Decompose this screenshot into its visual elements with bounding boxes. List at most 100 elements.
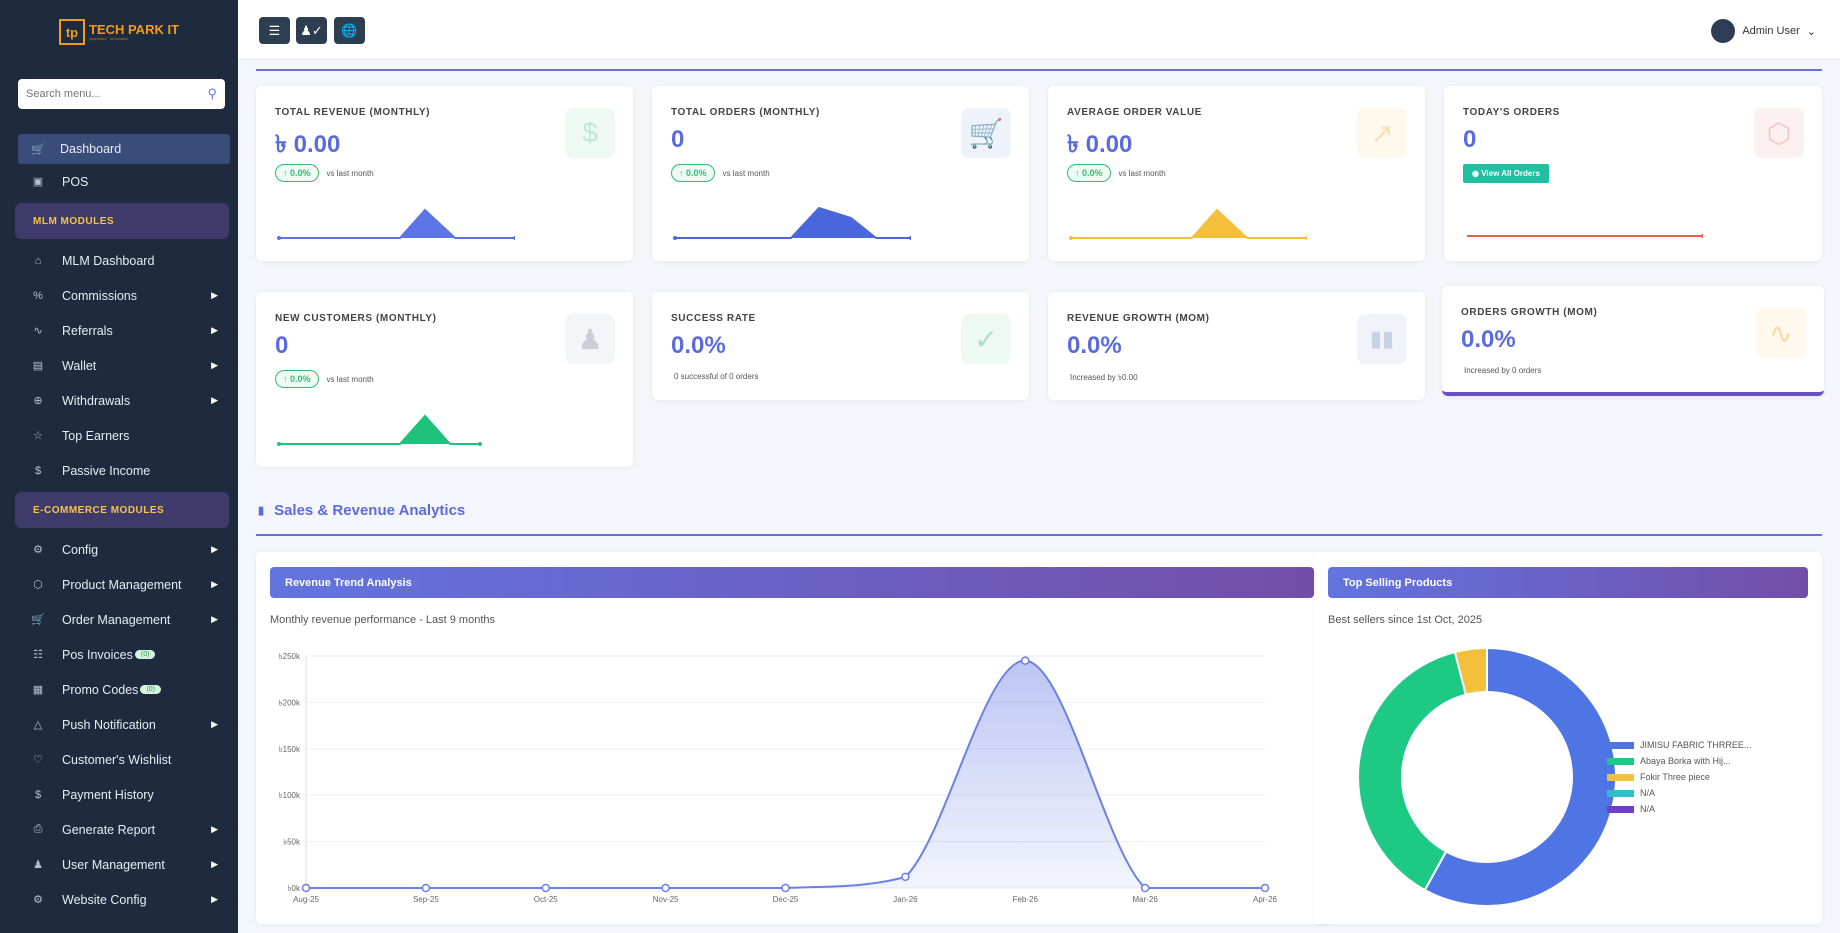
stat-value: ৳ 0.00 [275, 131, 341, 158]
sidebar-item-payment-history[interactable]: $ Payment History [0, 777, 238, 812]
stat-value: 0 [671, 126, 685, 153]
sidebar-item-withdrawals[interactable]: ⊕ Withdrawals ▶ [0, 383, 238, 418]
sparkline-point [1305, 236, 1307, 240]
sidebar-item-label: Dashboard [60, 142, 122, 156]
sidebar-item-label: Generate Report [62, 822, 156, 837]
sidebar-item-label: Commissions [62, 288, 138, 303]
search-icon[interactable]: ⚲ [207, 86, 217, 101]
y-tick-label: ৳50k [283, 838, 301, 847]
caret-right-icon: ▶ [211, 824, 218, 834]
brand[interactable]: tp TECH PARK IT Ingenious · Innovative [0, 0, 238, 64]
count-badge: (0) [134, 650, 156, 659]
delta-text: vs last month [1118, 168, 1166, 178]
stat-subtext: Increased by 0 orders [1464, 366, 1542, 375]
caret-right-icon: ▶ [211, 579, 218, 589]
sidebar-item-label: Payment History [62, 787, 154, 802]
sidebar-item-label: MLM Dashboard [62, 253, 155, 268]
delta-text: vs last month [326, 168, 374, 178]
user-check-button[interactable]: ♟✓ [296, 17, 327, 44]
sidebar-item-promo-codes[interactable]: ▦ Promo Codes (0) [0, 672, 238, 707]
x-tick-label: Feb-26 [1013, 895, 1039, 904]
section-title: ▮ Sales & Revenue Analytics [258, 502, 465, 519]
sidebar-item-mlm-dashboard[interactable]: ⌂ MLM Dashboard [0, 243, 238, 278]
sidebar-item-passive-income[interactable]: $ Passive Income [0, 453, 238, 488]
sidebar-item-order-management[interactable]: 🛒 Order Management ▶ [0, 602, 238, 637]
sidebar-item-pos-invoices[interactable]: ☷ Pos Invoices (0) [0, 637, 238, 672]
legend-label: JIMISU FABRIC THRREE... [1640, 740, 1752, 750]
sidebar-item-generate-report[interactable]: ⎙ Generate Report ▶ [0, 812, 238, 847]
sidebar-item-label: POS [62, 174, 89, 189]
stat-subtext: Increased by ৳0.00 [1070, 373, 1138, 382]
x-tick-label: Mar-26 [1132, 895, 1158, 904]
sparkline-point [478, 442, 482, 446]
revenue-area [306, 660, 1265, 888]
sparkline [277, 208, 515, 240]
activity-icon: ∿ [33, 325, 43, 337]
menu-toggle-button[interactable]: ☰ [259, 17, 290, 44]
delta-text: vs last month [722, 168, 770, 178]
sidebar-item-wallet[interactable]: ▤ Wallet ▶ [0, 348, 238, 383]
caret-right-icon: ▶ [211, 614, 218, 624]
sidebar-item-label: Website Config [62, 892, 147, 907]
sidebar-item-product-management[interactable]: ⬡ Product Management ▶ [0, 567, 238, 602]
sparkline-line [1071, 208, 1307, 239]
stat-value: 0.0% [1461, 326, 1516, 353]
pos-icon: ▣ [32, 176, 44, 188]
sidebar-item-label: Push Notification [62, 717, 156, 732]
search-box: ⚲ [18, 79, 225, 109]
sparkline-area [279, 416, 450, 444]
sidebar-item-customers-wishlist[interactable]: ♡ Customer's Wishlist [0, 742, 238, 777]
dollar-icon: $ [34, 788, 42, 801]
legend-item[interactable]: Fokir Three piece [1607, 769, 1751, 785]
section-divider [256, 534, 1822, 536]
gear-icon: ⚙ [33, 894, 43, 906]
legend-item[interactable]: Abaya Borka with Hij... [1607, 753, 1751, 769]
card-todays-orders: TODAY'S ORDERS 0 ⬡ ◉ View All Orders [1444, 86, 1822, 261]
card-total-revenue: TOTAL REVENUE (MONTHLY) ৳ 0.00 $ ↑ 0.0% … [256, 86, 633, 261]
sidebar-item-top-earners[interactable]: ☆ Top Earners [0, 418, 238, 453]
sidebar-item-commissions[interactable]: % Commissions ▶ [0, 278, 238, 313]
plus-circle-icon: ⊕ [33, 395, 43, 407]
sparkline-point [277, 236, 281, 240]
legend-label: Abaya Borka with Hij... [1640, 756, 1731, 766]
logo: tp TECH PARK IT Ingenious · Innovative [58, 19, 179, 45]
view-all-orders-button[interactable]: ◉ View All Orders [1463, 164, 1549, 183]
file-icon: ☷ [33, 649, 43, 661]
legend-label: N/A [1640, 788, 1656, 798]
stat-title: REVENUE GROWTH (MOM) [1067, 313, 1210, 324]
caret-right-icon: ▶ [211, 290, 218, 300]
website-button[interactable]: 🌐 [334, 17, 365, 44]
legend-item[interactable]: N/A [1607, 801, 1751, 817]
stat-title: TOTAL REVENUE (MONTHLY) [275, 107, 431, 118]
stat-value: ৳ 0.00 [1067, 131, 1133, 158]
card-success-rate: SUCCESS RATE 0.0% ✓ 0 successful of 0 or… [652, 292, 1029, 400]
sidebar-item-dashboard[interactable]: 🛒 Dashboard [18, 134, 230, 164]
legend-item[interactable]: N/A [1607, 785, 1751, 801]
activity-icon: ∿ [1756, 308, 1806, 358]
sidebar-item-label: Config [62, 542, 99, 557]
sidebar-item-config[interactable]: ⚙ Config ▶ [0, 532, 238, 567]
caret-right-icon: ▶ [211, 360, 218, 370]
sidebar-item-referrals[interactable]: ∿ Referrals ▶ [0, 313, 238, 348]
top-selling-products-panel: Top Selling Products Best sellers since … [1314, 552, 1822, 924]
sidebar-item-user-management[interactable]: ♟ User Management ▶ [0, 847, 238, 882]
gift-icon: ▦ [32, 684, 44, 696]
sidebar-item-pos[interactable]: ▣ POS [0, 164, 238, 199]
caret-right-icon: ▶ [211, 859, 218, 869]
chevron-down-icon: ⌄ [1806, 25, 1816, 38]
caret-right-icon: ▶ [211, 719, 218, 729]
data-point [901, 872, 910, 882]
sparkline-point [1069, 236, 1073, 240]
sidebar-item-push-notification[interactable]: △ Push Notification ▶ [0, 707, 238, 742]
avatar [1711, 19, 1736, 43]
sidebar-item-website-config[interactable]: ⚙ Website Config ▶ [0, 882, 238, 917]
stat-value: 0 [1463, 126, 1477, 153]
y-tick-label: ৳200k [279, 698, 301, 707]
logo-mark: tp [58, 19, 85, 45]
eye-icon: ◉ [1472, 169, 1479, 178]
card-orders-growth: ORDERS GROWTH (MOM) 0.0% ∿ Increased by … [1442, 286, 1824, 396]
users-icon: ♟ [33, 859, 43, 871]
legend-item[interactable]: JIMISU FABRIC THRREE... [1607, 737, 1751, 753]
user-menu[interactable]: Admin User ⌄ [1711, 19, 1816, 43]
search-input[interactable] [26, 88, 208, 100]
